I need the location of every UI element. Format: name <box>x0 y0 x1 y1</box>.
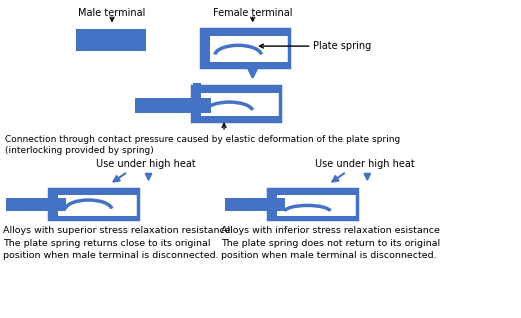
Bar <box>192 86 280 121</box>
Text: Alloys with superior stress relaxation resistance: Alloys with superior stress relaxation r… <box>3 226 230 235</box>
Bar <box>193 116 279 120</box>
Bar <box>225 198 285 211</box>
Text: (interlocking provided by spring): (interlocking provided by spring) <box>5 146 154 155</box>
Bar <box>51 216 137 219</box>
Bar <box>201 29 289 67</box>
Text: Use under high heat: Use under high heat <box>315 159 415 169</box>
Text: The plate spring returns close to its original: The plate spring returns close to its or… <box>3 238 210 247</box>
Text: Alloys with inferior stress relaxation esistance: Alloys with inferior stress relaxation e… <box>221 226 440 235</box>
Text: Male terminal: Male terminal <box>78 8 146 18</box>
Text: Connection through contact pressure caused by elastic deformation of the plate s: Connection through contact pressure caus… <box>5 135 401 144</box>
Text: The plate spring does not return to its original: The plate spring does not return to its … <box>221 238 441 247</box>
Bar <box>202 29 210 66</box>
Text: Plate spring: Plate spring <box>313 41 371 51</box>
Bar <box>269 190 356 195</box>
Bar <box>269 216 356 219</box>
Bar <box>268 189 357 219</box>
Bar <box>269 190 277 219</box>
Bar <box>135 98 211 113</box>
Bar <box>51 190 137 195</box>
Bar <box>193 83 201 120</box>
Bar <box>202 30 288 36</box>
Bar <box>51 190 58 219</box>
Bar <box>202 62 288 66</box>
Bar <box>76 29 146 51</box>
Bar <box>193 87 279 93</box>
Text: Use under high heat: Use under high heat <box>96 159 196 169</box>
Text: position when male terminal is disconnected.: position when male terminal is disconnec… <box>221 251 437 260</box>
Text: position when male terminal is disconnected.: position when male terminal is disconnec… <box>3 251 218 260</box>
Bar <box>49 189 138 219</box>
Bar <box>6 198 66 211</box>
Text: Female terminal: Female terminal <box>213 8 292 18</box>
